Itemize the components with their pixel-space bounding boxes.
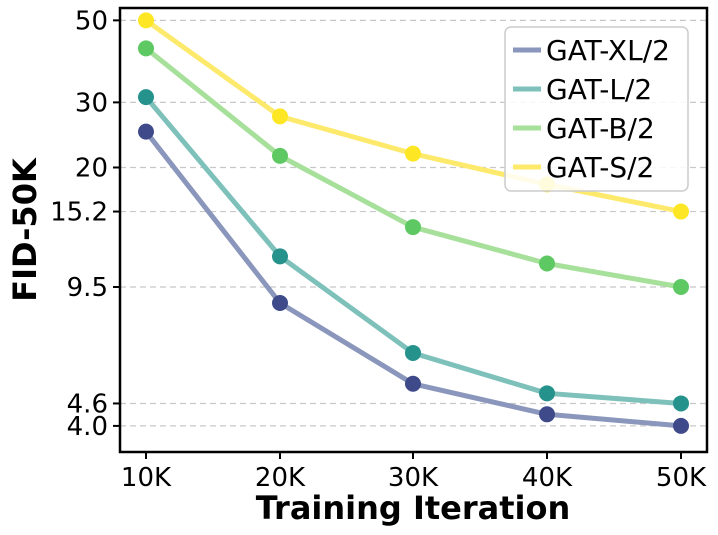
series-gat-xl-2 [138,123,689,434]
data-point [673,279,689,296]
x-tick-label: 50K [656,463,707,493]
x-tick-label: 30K [388,463,439,493]
x-axis-title: Training Iteration [256,489,571,527]
data-point [673,417,689,434]
grid-layer [120,19,707,427]
legend-label: GAT-XL/2 [546,34,670,67]
data-point [272,294,288,311]
y-tick-label: 30 [75,88,108,118]
data-point [405,375,421,392]
x-tick-label: 10K [121,463,172,493]
data-point [272,248,288,265]
data-point [138,40,154,57]
x-tick-label: 40K [522,463,573,493]
legend-entry: GAT-B/2 [513,112,655,145]
y-tick-label: 15.2 [50,198,108,228]
legend-label: GAT-S/2 [546,151,654,184]
data-point [405,219,421,236]
legend-entry: GAT-L/2 [513,73,652,106]
legend-label: GAT-L/2 [546,73,652,106]
y-tick-label: 4.0 [67,412,108,442]
data-point [539,385,555,402]
legend: GAT-XL/2 GAT-L/2 GAT-B/2 GAT-S/2 [504,26,689,192]
legend-entry: GAT-XL/2 [513,34,670,67]
data-point [405,344,421,361]
y-tick-label: 20 [75,153,108,183]
data-point [138,89,154,106]
data-point [405,145,421,162]
data-point [272,108,288,125]
data-point [539,406,555,423]
y-tick-label: 4.6 [67,389,108,419]
legend-label: GAT-B/2 [546,112,655,145]
data-point [673,203,689,220]
series-gat-l-2 [138,89,689,412]
y-tick-label: 9.5 [67,273,108,303]
series-gat-b-2 [138,40,689,296]
legend-box [504,26,689,192]
y-axis-title: FID-50K [6,157,44,302]
data-point [138,123,154,140]
y-tick-label: 50 [75,6,108,36]
data-point [673,395,689,412]
data-point [272,147,288,164]
data-point [138,12,154,29]
tick-layer: 4.04.6 9.5 15.2 20 30 50 10K 20K 30K 40K 50K [50,6,707,493]
data-point [539,255,555,272]
legend-entry: GAT-S/2 [513,151,654,184]
x-tick-label: 20K [255,463,306,493]
